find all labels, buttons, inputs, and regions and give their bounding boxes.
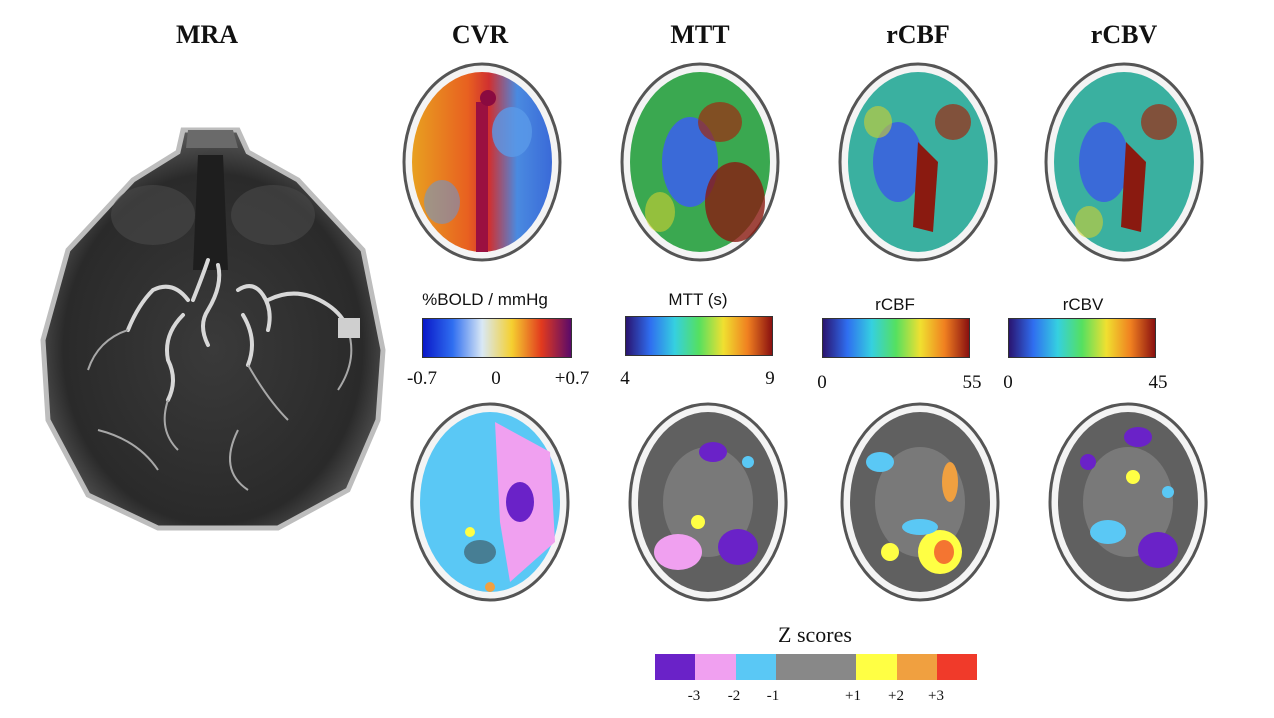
title-mtt: MTT <box>670 20 730 49</box>
cvr-colorbar-min: -0.7 <box>406 368 438 389</box>
zscore-segment <box>775 654 857 680</box>
zscore-segment <box>655 654 696 680</box>
rcbf-map <box>838 62 998 262</box>
rcbv-colorbar-label: rCBV <box>1062 295 1104 314</box>
mtt-map <box>620 62 780 262</box>
mtt-colorbar-min: 4 <box>620 368 630 389</box>
cvr-colorbar <box>422 318 572 358</box>
rcbf-colorbar-min: 0 <box>817 372 827 393</box>
cvr-colorbar-max: +0.7 <box>554 368 590 389</box>
rcbv-colorbar-min: 0 <box>1003 372 1013 393</box>
zscore-legend-bar <box>655 654 977 680</box>
rcbf-colorbar <box>822 318 970 358</box>
zscore-tick: +3 <box>928 688 944 704</box>
zscore-tick: -2 <box>727 688 741 704</box>
zscore-tick: +2 <box>888 688 904 704</box>
title-mra: MRA <box>175 20 239 49</box>
zscore-tick: -1 <box>766 688 780 704</box>
zscore-legend-title: Z scores <box>778 622 852 647</box>
title-cvr: CVR <box>451 20 509 49</box>
title-rcbv: rCBV <box>1090 20 1158 49</box>
mtt-colorbar <box>625 316 773 356</box>
zscore-tick: +1 <box>845 688 861 704</box>
zscore-segment <box>735 654 776 680</box>
zscore-segment <box>695 654 736 680</box>
rcbf-colorbar-max: 55 <box>962 372 982 393</box>
zscore-segment <box>856 654 897 680</box>
cvr-map <box>402 62 562 262</box>
mtt-colorbar-max: 9 <box>765 368 775 389</box>
mra-image <box>40 127 386 531</box>
rcbv-map <box>1044 62 1204 262</box>
cvr-colorbar-label: %BOLD / mmHg <box>422 290 548 309</box>
cvr-colorbar-mid: 0 <box>491 368 501 389</box>
rcbf-colorbar-label: rCBF <box>875 295 915 314</box>
mtt-colorbar-label: MTT (s) <box>668 290 728 309</box>
cvr-zscore-map <box>410 402 570 602</box>
zscore-segment <box>936 654 977 680</box>
title-rcbf: rCBF <box>886 20 950 49</box>
rcbv-colorbar <box>1008 318 1156 358</box>
zscore-segment <box>896 654 937 680</box>
zscore-tick: -3 <box>687 688 701 704</box>
rcbv-zscore-map <box>1048 402 1208 602</box>
rcbf-zscore-map <box>840 402 1000 602</box>
rcbv-colorbar-max: 45 <box>1148 372 1168 393</box>
mtt-zscore-map <box>628 402 788 602</box>
